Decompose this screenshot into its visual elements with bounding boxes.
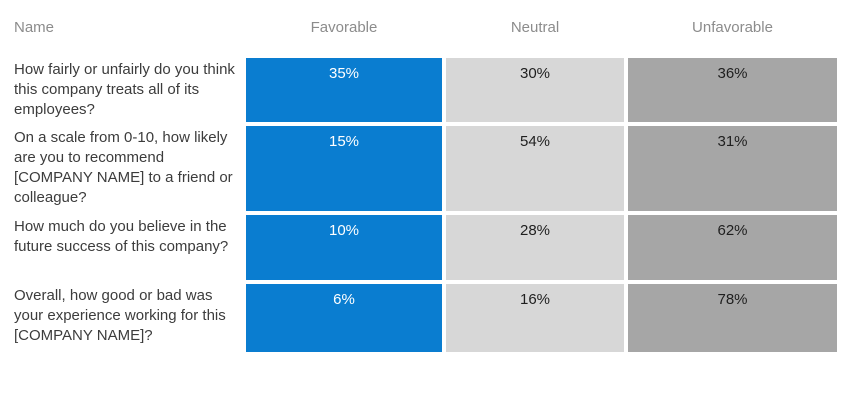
column-header-unfavorable: Unfavorable <box>692 19 773 36</box>
neutral-cell: 30% <box>446 58 624 122</box>
column-header-name: Name <box>14 19 55 36</box>
favorable-cell: 6% <box>246 284 442 352</box>
question-text: How fairly or unfairly do you think this… <box>14 61 235 118</box>
unfavorable-cell: 62% <box>628 215 837 280</box>
question-text: On a scale from 0-10, how likely are you… <box>14 129 233 206</box>
unfavorable-cell: 36% <box>628 58 837 122</box>
unfavorable-cell: 78% <box>628 284 837 352</box>
question-text: Overall, how good or bad was your experi… <box>14 287 226 344</box>
favorable-cell: 35% <box>246 58 442 122</box>
question-text: How much do you believe in the future su… <box>14 218 229 255</box>
column-header-favorable: Favorable <box>310 19 378 36</box>
favorable-cell: 15% <box>246 126 442 211</box>
neutral-cell: 28% <box>446 215 624 280</box>
results-grid: Name Favorable Neutral Unfavorable How f… <box>14 19 837 352</box>
column-header-neutral: Neutral <box>510 19 560 36</box>
unfavorable-cell: 31% <box>628 126 837 211</box>
neutral-cell: 16% <box>446 284 624 352</box>
favorable-cell: 10% <box>246 215 442 280</box>
neutral-cell: 54% <box>446 126 624 211</box>
